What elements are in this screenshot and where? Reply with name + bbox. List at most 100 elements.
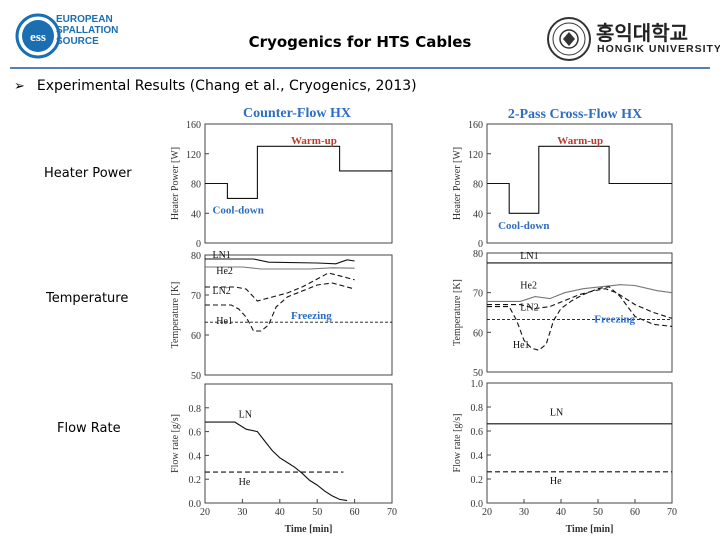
- chart-cf-temp-ytick-label: 50: [191, 371, 201, 382]
- chart-cf-flow-ytick-label: 0.0: [189, 499, 202, 510]
- chart-cp-temp-series-he1: [487, 286, 673, 351]
- chart-cp-heater-ytick-label: 160: [468, 120, 483, 131]
- header-divider: [10, 67, 710, 69]
- chart-cp-flow-xtick-label: 20: [482, 507, 492, 518]
- chart-cf-heater-title: Counter-Flow HX: [243, 106, 351, 121]
- chart-cp-heater-annotation: Warm-up: [557, 135, 603, 147]
- chart-cp-flow-ytick-label: 1.0: [471, 379, 484, 390]
- chart-cf-flow-xtick-label: 20: [200, 507, 210, 518]
- chart-cf-temp-series-he2: [205, 266, 355, 270]
- chart-cf-heater-ylabel: Heater Power [W]: [170, 147, 181, 220]
- page-title: Cryogenics for HTS Cables: [248, 33, 472, 51]
- bullet-point: ➢ Experimental Results (Chang et al., Cry…: [14, 78, 417, 94]
- chart-cf-temp-annotation: LN2: [212, 286, 230, 297]
- chart-cp-temp-annotation: LN1: [520, 251, 538, 262]
- chart-cf-heater-frame: [204, 123, 393, 244]
- chart-cf-flow-xtick-label: 40: [275, 507, 285, 518]
- chart-cf-heater-ytick-label: 40: [191, 209, 201, 220]
- chart-cp-temp-ylabel: Temperature [K]: [452, 279, 463, 346]
- chart-cf-flow-ytick-label: 0.2: [189, 475, 202, 486]
- chart-cp-flow-xtick-label: 70: [667, 507, 677, 518]
- chart-cp-flow-ytick-label: 0.0: [471, 499, 484, 510]
- ess-line-1: EUROPEAN: [56, 14, 113, 25]
- chart-cf-heater-ytick-label: 0: [196, 239, 201, 250]
- chart-cp-flow-xtick-label: 30: [519, 507, 529, 518]
- chart-cf-flow-xlabel: Time [min]: [285, 524, 333, 535]
- chart-cf-temp-annotation: LN1: [212, 250, 230, 261]
- chart-cp-flow-annotation: He: [550, 476, 562, 487]
- chart-cf-heater-ytick-label: 120: [186, 150, 201, 161]
- chart-cf-temp-annotation: He1: [216, 316, 233, 327]
- chart-cf-flow-annotation: He: [239, 477, 251, 488]
- row-label-heater: Heater Power: [44, 166, 132, 181]
- chart-cp-temp-ytick-label: 70: [473, 289, 483, 300]
- row-label-flow: Flow Rate: [57, 421, 121, 436]
- chart-cp-flow-annotation: LN: [550, 407, 563, 418]
- ess-logo-icon: ess: [15, 13, 61, 59]
- ess-wordmark: EUROPEAN SPALLATION SOURCE: [56, 14, 118, 47]
- chart-cf-heater-annotation: Cool-down: [212, 204, 263, 216]
- chart-cf-temp-series-ln1: [205, 258, 355, 265]
- chart-cp-temp-annotation: Freezing: [594, 313, 635, 325]
- chart-cf-flow-ytick-label: 0.6: [189, 428, 202, 439]
- chart-cf-heater-ytick-label: 80: [191, 180, 201, 191]
- chart-cp-temp-frame: [486, 252, 673, 373]
- arrow-bullet-icon: ➢: [14, 79, 25, 94]
- chart-cf-heater-annotation: Warm-up: [291, 135, 337, 147]
- chart-cp-flow-xtick-label: 50: [593, 507, 603, 518]
- chart-cp-flow-xlabel: Time [min]: [566, 524, 614, 535]
- chart-cp-temp-annotation: He2: [520, 281, 537, 292]
- hongik-seal-icon: [547, 17, 591, 61]
- chart-cp-flow-frame: [486, 382, 673, 504]
- chart-cf-flow-annotation: LN: [239, 409, 252, 420]
- chart-cp-temp-series-he2: [487, 284, 673, 302]
- chart-cp-flow-xtick-label: 40: [556, 507, 566, 518]
- hongik-english-name: HONGIK UNIVERSITY: [597, 43, 720, 55]
- chart-cf-heater-ytick-label: 160: [186, 120, 201, 131]
- chart-cf-flow-ytick-label: 0.4: [189, 451, 202, 462]
- chart-cp-flow-ytick-label: 0.2: [471, 475, 484, 486]
- hongik-korean-name: 홍익대학교: [596, 21, 688, 45]
- chart-cp-temp-annotation: LN2: [520, 303, 538, 314]
- chart-cp-temp-ytick-label: 60: [473, 328, 483, 339]
- chart-cp-heater-ytick-label: 40: [473, 209, 483, 220]
- chart-cf-flow-xtick-label: 70: [387, 507, 397, 518]
- chart-cp-heater-title: 2-Pass Cross-Flow HX: [508, 107, 642, 122]
- chart-cf-flow-series-ln: [205, 421, 348, 502]
- chart-cp-heater-ylabel: Heater Power [W]: [452, 147, 463, 220]
- chart-cf-flow-xtick-label: 60: [350, 507, 360, 518]
- bullet-text: Experimental Results (Chang et al., Cryo…: [36, 78, 417, 94]
- chart-cf-flow-ylabel: Flow rate [g/s]: [170, 414, 181, 473]
- chart-cf-temp-ytick-label: 60: [191, 331, 201, 342]
- chart-cp-temp-ytick-label: 50: [473, 368, 483, 379]
- chart-cp-heater-ytick-label: 80: [473, 180, 483, 191]
- chart-cp-temp-ytick-label: 80: [473, 249, 483, 260]
- chart-cf-temp-frame: [204, 254, 393, 376]
- chart-cp-flow-ytick-label: 0.4: [471, 451, 484, 462]
- chart-cp-heater-series-heater: [487, 145, 672, 214]
- chart-cf-flow-xtick-label: 30: [237, 507, 247, 518]
- chart-cp-heater-ytick-label: 0: [478, 239, 483, 250]
- chart-cf-temp-ytick-label: 70: [191, 291, 201, 302]
- chart-cp-flow-ytick-label: 0.8: [471, 403, 484, 414]
- chart-cf-temp-ylabel: Temperature [K]: [170, 282, 181, 349]
- chart-cf-heater-series-heater: [205, 145, 392, 199]
- chart-cp-heater-annotation: Cool-down: [498, 220, 549, 232]
- chart-cp-flow-xtick-label: 60: [630, 507, 640, 518]
- chart-cf-temp-annotation: Freezing: [291, 310, 332, 322]
- ess-line-3: SOURCE: [56, 36, 99, 47]
- chart-cp-temp-annotation: He1: [513, 340, 530, 351]
- chart-cf-temp-annotation: He2: [216, 266, 233, 277]
- chart-cf-temp-series-ln2: [205, 272, 355, 302]
- chart-cf-flow-ytick-label: 0.8: [189, 404, 202, 415]
- ess-mark: ess: [30, 29, 46, 44]
- ess-line-2: SPALLATION: [56, 25, 119, 36]
- chart-cp-flow-ylabel: Flow rate [g/s]: [452, 414, 463, 473]
- chart-cp-heater-ytick-label: 120: [468, 150, 483, 161]
- row-label-temperature: Temperature: [46, 291, 129, 306]
- chart-cf-flow-xtick-label: 50: [312, 507, 322, 518]
- chart-cf-flow-frame: [204, 383, 393, 504]
- chart-cf-temp-series-he1: [205, 282, 355, 332]
- chart-cp-flow-ytick-label: 0.6: [471, 427, 484, 438]
